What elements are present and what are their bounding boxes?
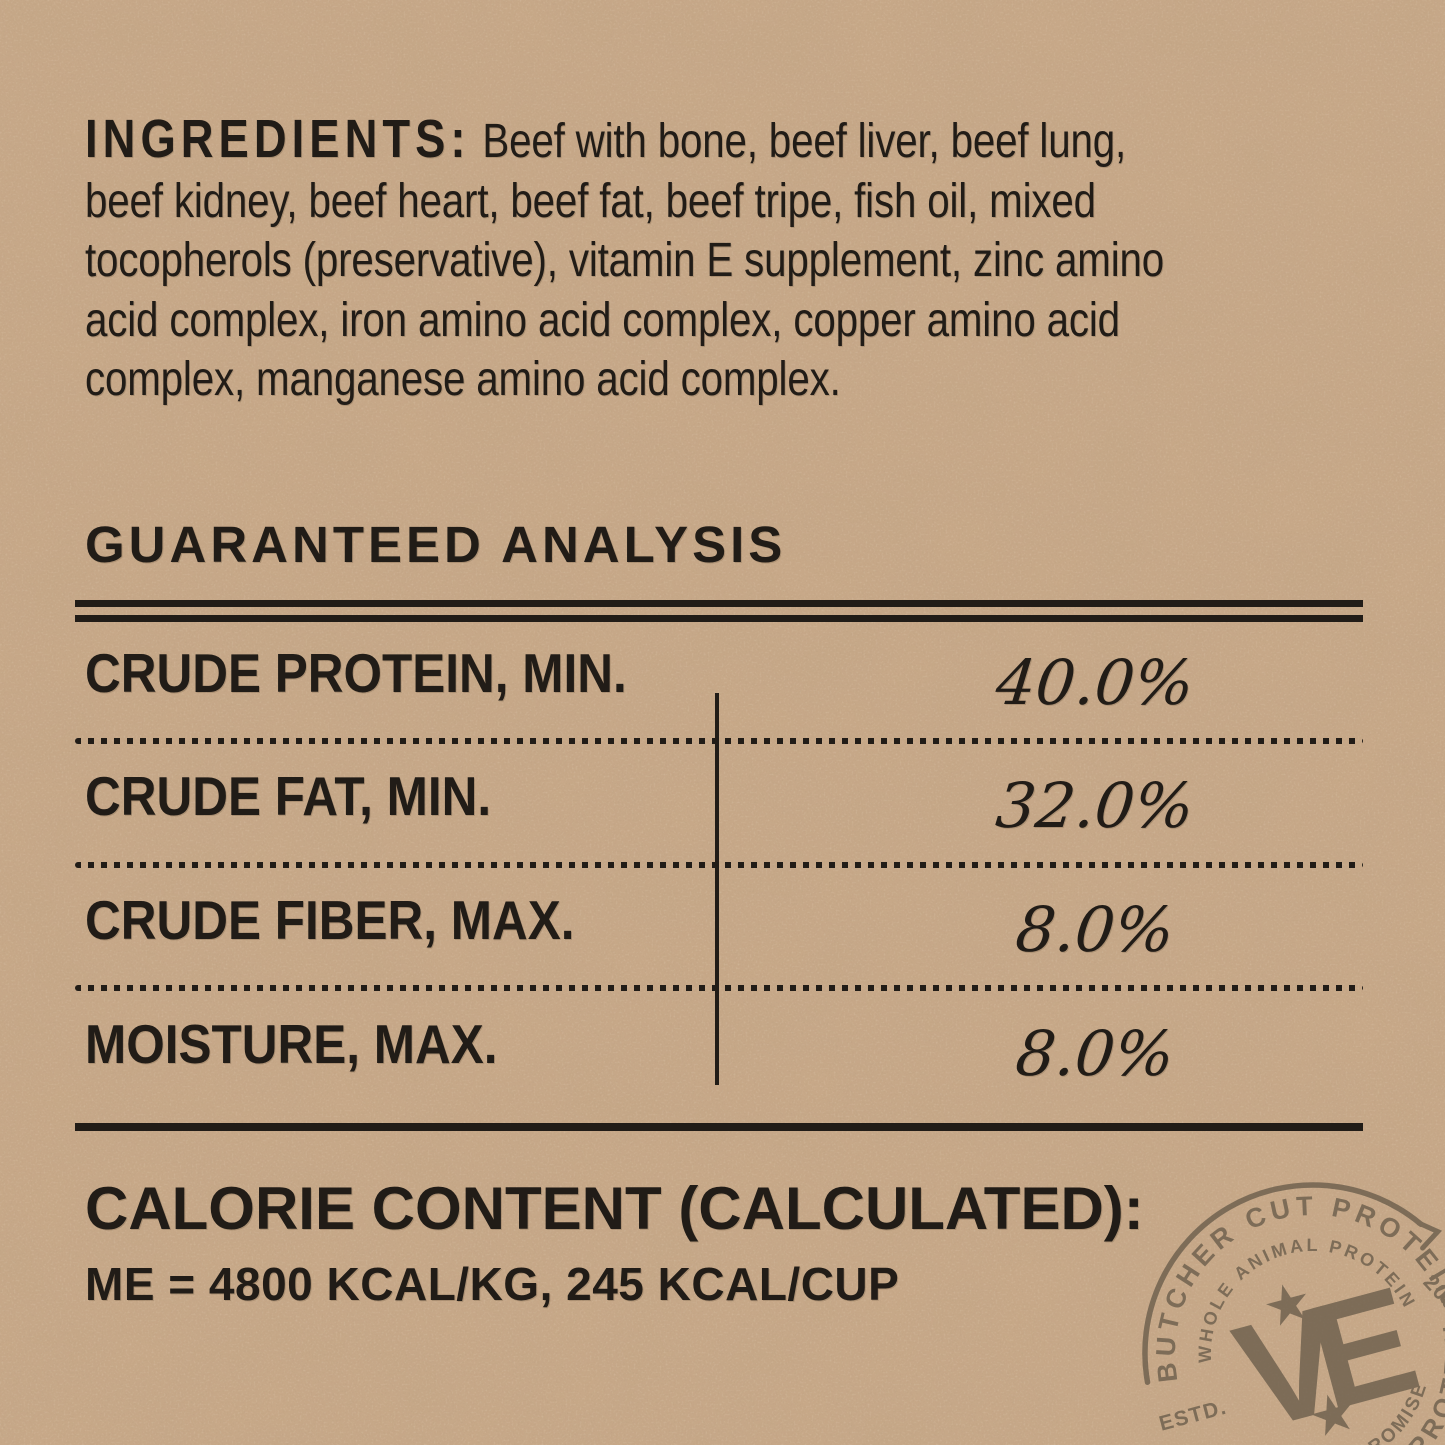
ingredients-line: beef kidney, beef heart, beef fat, beef … [85,174,1096,228]
stamp-arc-inner-text: WHOLE ANIMAL PROTEIN [1170,1209,1422,1368]
table-row-label: CRUDE FAT, MIN. [85,765,492,827]
stamp-star-top-icon: ★ [1260,1274,1315,1336]
stamp-arc-outer-text: BUTCHER CUT PROTEIN [1114,1154,1445,1388]
ingredients-text: Beef with bone, beef liver, beef lung, [482,115,1127,168]
stamp-year-text: 2009 [1419,1269,1445,1325]
table-dotted-divider [75,862,1363,868]
table-row-value: 8.0% [1012,893,1178,966]
stamp-ring [1142,1182,1445,1445]
ingredients-line: complex, manganese amino acid complex. [85,353,841,406]
stamp-star-bottom-icon: ★ [1305,1384,1360,1445]
guaranteed-analysis-title: GUARANTEED ANALYSIS [85,516,787,573]
table-dotted-divider [75,738,1363,744]
table-top-double-rule [75,600,1363,622]
table-vertical-divider [715,693,719,1085]
table-dotted-divider [75,985,1363,991]
stamp-estd-text: ESTD. [1157,1396,1230,1436]
stamp-protein-bottom-text: PROTEIN [1374,1315,1445,1445]
table-row-label: CRUDE FIBER, MAX. [85,889,575,951]
calorie-content-detail: ME = 4800 KCAL/KG, 245 KCAL/CUP [85,1258,900,1310]
ingredients-heading: INGREDIENTS: [85,109,471,169]
stamp-ring-chevron [1416,1220,1443,1251]
calorie-content-title: CALORIE CONTENT (CALCULATED): [85,1175,1144,1242]
ingredients-line: INGREDIENTS: Beef with bone, beef liver, … [85,109,1169,172]
table-row-value: 8.0% [1012,1017,1178,1090]
stamp-promise-text: PROMISE [1340,1374,1445,1445]
table-row-label: CRUDE PROTEIN, MIN. [85,642,627,704]
stamp-monogram: VE [1220,1255,1429,1445]
table-row-value: 32.0% [992,769,1198,842]
ingredients-line: tocopherols (preservative), vitamin E su… [85,234,1165,287]
table-bottom-rule [75,1123,1363,1131]
table-row-value: 40.0% [992,646,1198,719]
table-row-label: MOISTURE, MAX. [85,1013,498,1075]
ingredients-line: acid complex, iron amino acid complex, c… [85,293,1120,347]
ingredients-paragraph: INGREDIENTS: Beef with bone, beef liver, … [85,109,1169,410]
